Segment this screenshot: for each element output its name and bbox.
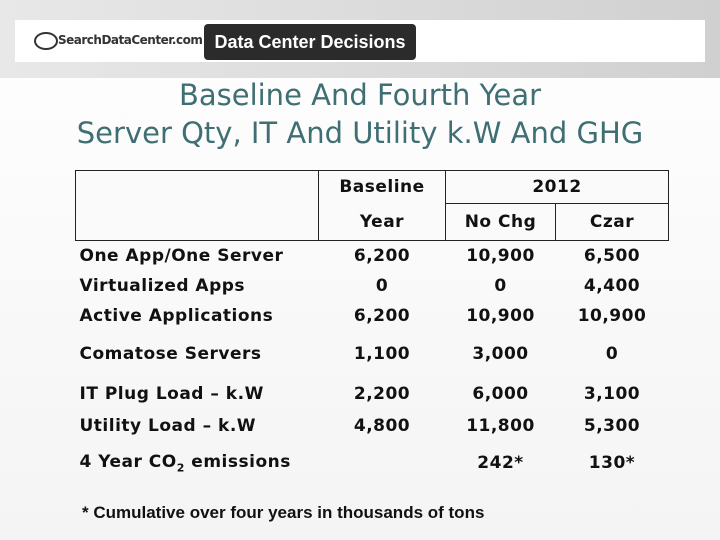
row-label: Utility Load – k.W (79, 415, 257, 436)
header-cell: Czar (555, 203, 669, 241)
cell: 5,300 (583, 415, 641, 436)
label-text: emissions (184, 451, 291, 472)
cell: 6,000 (472, 383, 529, 404)
cell: 4,800 (353, 415, 411, 436)
table-row: Comatose Servers 1,100 3,000 0 (76, 331, 669, 377)
logo-icon (34, 32, 58, 50)
cell: 6,200 (353, 305, 411, 326)
table-row: Virtualized Apps 0 0 4,400 (76, 271, 669, 301)
row-label: 4 Year CO2 emissions (76, 441, 446, 486)
cell: 1,100 (353, 343, 411, 364)
cell: 10,900 (466, 245, 535, 266)
cell: 0 (375, 275, 389, 296)
footnote: * Cumulative over four years in thousand… (82, 503, 485, 522)
cell: 130* (588, 453, 636, 473)
title-line: Baseline And Fourth Year (178, 78, 542, 112)
data-table: Baseline 2012 Year No Chg Czar One App/O… (75, 170, 669, 486)
row-label: One App/One Server (79, 245, 284, 266)
logo-text: SearchDataCenter.com (58, 33, 203, 47)
header-row: Year No Chg Czar (76, 203, 669, 241)
row-label: Virtualized Apps (79, 275, 246, 296)
header-cell: 2012 (445, 170, 669, 204)
cell: 0 (605, 343, 619, 364)
cell: 3,100 (583, 383, 641, 404)
row-label: Comatose Servers (79, 343, 262, 364)
header-blank (75, 170, 319, 241)
label-text: 4 Year CO (79, 451, 177, 472)
header-row: Baseline 2012 (75, 170, 669, 241)
cell: 4,400 (583, 275, 641, 296)
banner-title: Data Center Decisions (204, 24, 416, 60)
table-row: One App/One Server 6,200 10,900 6,500 (76, 241, 669, 271)
cell: 2,200 (353, 383, 411, 404)
cell: 6,500 (583, 245, 641, 266)
cell: 3,000 (472, 343, 529, 364)
label-subscript: 2 (176, 461, 185, 475)
table-row: 4 Year CO2 emissions 242* 130* (76, 441, 669, 486)
cell: 10,900 (577, 305, 647, 326)
cell: 6,200 (353, 245, 411, 266)
cell: 11,800 (466, 415, 535, 436)
header-cell: Year (318, 203, 446, 241)
table-row: Active Applications 6,200 10,900 10,900 (76, 301, 669, 331)
cell: 242* (477, 453, 524, 473)
banner: SearchDataCenter.com Data Center Decisio… (0, 0, 720, 78)
row-label: Active Applications (79, 305, 274, 326)
logo: SearchDataCenter.com (32, 33, 203, 47)
header-cell: Baseline (318, 170, 446, 204)
table-row: IT Plug Load – k.W 2,200 6,000 3,100 (76, 377, 669, 411)
header-cell: No Chg (445, 203, 556, 241)
row-label: IT Plug Load – k.W (79, 383, 264, 404)
table-row: Utility Load – k.W 4,800 11,800 5,300 (76, 411, 669, 441)
title-line: Server Qty, IT And Utility k.W And GHG (76, 116, 644, 150)
cell: 10,900 (466, 305, 535, 326)
cell: 0 (494, 275, 507, 296)
